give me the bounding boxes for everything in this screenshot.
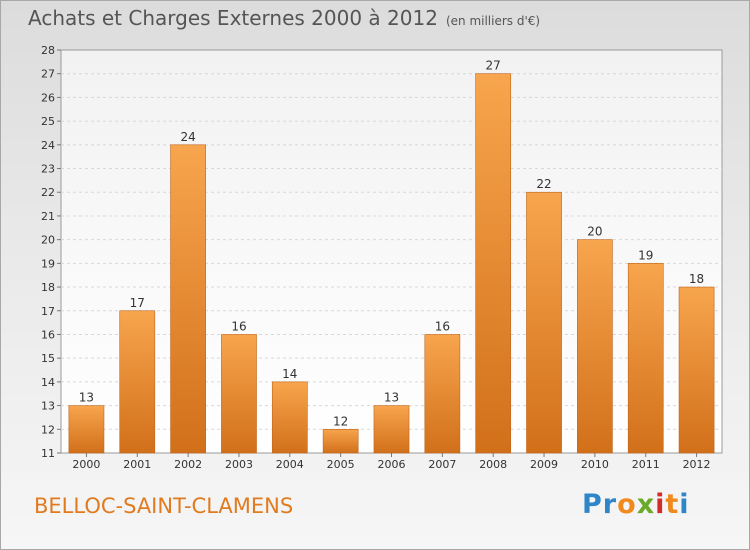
value-label: 16 [231, 319, 246, 333]
logo-letter: i [655, 489, 666, 520]
value-label: 13 [79, 391, 94, 405]
logo-letter: i [679, 489, 690, 520]
logo-letter: o [617, 489, 637, 520]
y-tick-label: 20 [41, 234, 55, 247]
y-tick-label: 11 [41, 447, 55, 460]
bar-2008 [475, 73, 512, 454]
y-tick-label: 25 [41, 115, 55, 128]
x-tick-label: 2011 [632, 458, 660, 471]
bar-2009 [526, 191, 562, 454]
x-tick-label: 2002 [174, 458, 202, 471]
x-tick-label: 2008 [479, 458, 507, 471]
x-tick-label: 2009 [530, 458, 558, 471]
bar-2005 [322, 428, 359, 454]
x-tick-label: 2005 [327, 458, 355, 471]
x-tick-label: 2007 [428, 458, 456, 471]
y-tick-label: 18 [41, 281, 55, 294]
bar-2012 [678, 286, 715, 454]
value-label: 12 [333, 414, 348, 428]
y-tick-label: 27 [41, 68, 55, 81]
x-tick-label: 2001 [123, 458, 151, 471]
x-tick-label: 2003 [225, 458, 253, 471]
x-tick-label: 2010 [581, 458, 609, 471]
y-tick-label: 14 [41, 376, 55, 389]
y-tick-label: 21 [41, 210, 55, 223]
bar-2007 [424, 334, 461, 454]
value-label: 20 [587, 225, 602, 239]
value-label: 16 [435, 319, 450, 333]
logo-letter: r [602, 489, 618, 520]
bar-2001 [119, 310, 156, 454]
bar-2002 [170, 144, 206, 454]
value-labels: 13 17 24 16 14 12 13 16 27 22 20 19 18 [79, 59, 704, 429]
bar-2004 [271, 381, 308, 454]
bar-2011 [627, 263, 664, 454]
value-label: 17 [130, 296, 145, 310]
proxiti-logo: Proxiti [582, 489, 690, 520]
bar-2003 [221, 334, 257, 454]
x-axis: 2000 2001 2002 2003 2004 2005 2006 2007 2008 2009… [72, 453, 711, 471]
y-tick-label: 12 [41, 423, 55, 436]
chart-title-text: Achats et Charges Externes 2000 à 2012 [28, 6, 438, 30]
y-tick-label: 22 [41, 186, 55, 199]
value-label: 27 [486, 59, 501, 73]
y-tick-label: 13 [41, 400, 55, 413]
bars [68, 73, 715, 454]
y-tick-label: 28 [41, 44, 55, 57]
bar-2010 [577, 239, 613, 454]
x-tick-label: 2006 [378, 458, 406, 471]
x-tick-label: 2012 [683, 458, 711, 471]
y-tick-label: 15 [41, 352, 55, 365]
bar-2006 [373, 405, 410, 454]
y-tick-label: 23 [41, 163, 55, 176]
logo-letter: x [636, 489, 656, 520]
value-label: 24 [180, 130, 195, 144]
value-label: 22 [536, 177, 551, 191]
chart-unit: (en milliers d'€) [445, 14, 541, 28]
value-label: 13 [384, 391, 399, 405]
y-tick-label: 26 [41, 91, 55, 104]
x-tick-label: 2004 [276, 458, 304, 471]
y-tick-label: 16 [41, 328, 55, 341]
value-label: 18 [689, 272, 704, 286]
y-tick-label: 19 [41, 257, 55, 270]
value-label: 19 [638, 248, 653, 262]
chart-title: Achats et Charges Externes 2000 à 2012 (e… [28, 6, 540, 30]
value-label: 14 [282, 367, 297, 381]
x-tick-label: 2000 [72, 458, 100, 471]
bar-2000 [68, 405, 105, 454]
logo-letter: P [582, 489, 603, 520]
y-axis: 11 12 13 14 15 16 17 18 19 20 21 22 23 24 25 26 27 28 [41, 44, 61, 460]
y-tick-label: 17 [41, 305, 55, 318]
commune-name: BELLOC-SAINT-CLAMENS [34, 494, 294, 518]
logo-letter: t [665, 489, 680, 520]
y-tick-label: 24 [41, 139, 55, 152]
